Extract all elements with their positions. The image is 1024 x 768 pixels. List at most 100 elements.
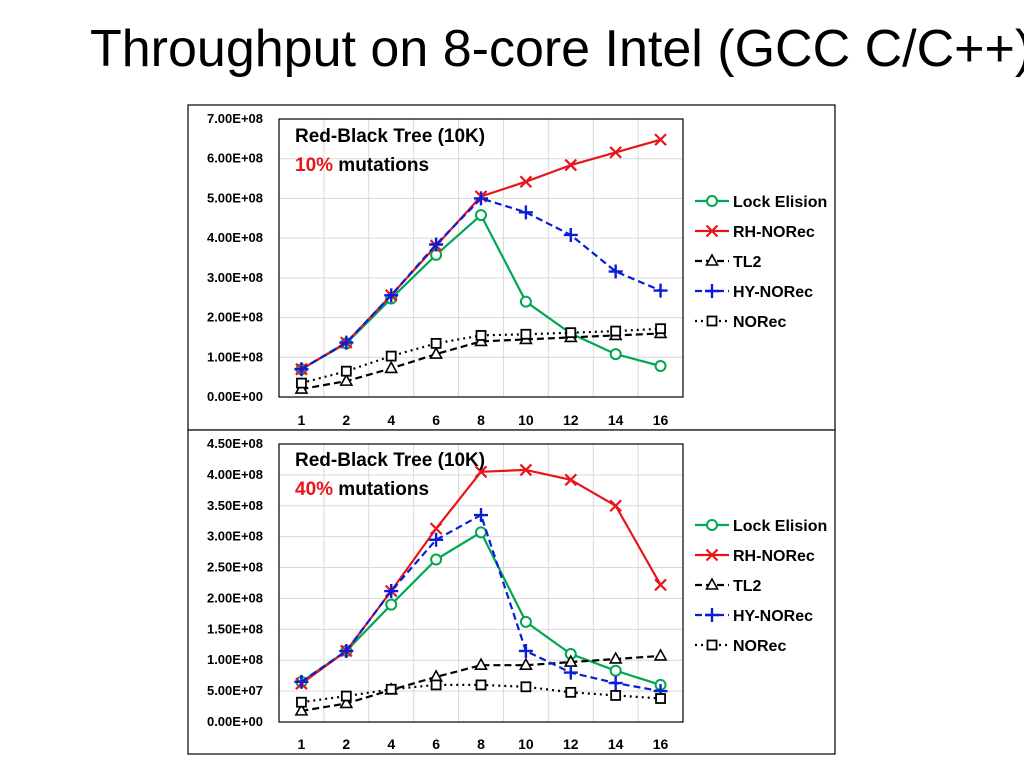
- legend-label: HY-NORec: [733, 284, 813, 301]
- data-point: [339, 335, 354, 350]
- legend-item: RH-NORec: [695, 224, 815, 241]
- x-tick-label: 10: [518, 736, 534, 752]
- data-point: [475, 679, 487, 691]
- legend-label: NORec: [733, 638, 786, 655]
- chart-subtitle: 10% mutations: [295, 155, 429, 176]
- legend-marker: [705, 608, 719, 622]
- data-point: [385, 683, 397, 695]
- legend-item: RH-NORec: [695, 548, 815, 565]
- x-tick-label: 1: [298, 736, 306, 752]
- data-point: [519, 657, 533, 670]
- x-tick-label: 16: [653, 412, 669, 428]
- legend-marker: [705, 224, 719, 238]
- data-point: [384, 360, 399, 374]
- data-point: [610, 325, 622, 337]
- series-line: [300, 197, 662, 371]
- data-point: [518, 205, 533, 220]
- data-point: [384, 288, 399, 303]
- x-tick-label: 12: [563, 412, 579, 428]
- y-tick-label: 1.00E+08: [207, 652, 263, 667]
- y-tick-label: 1.50E+08: [207, 621, 263, 636]
- y-tick-label: 2.50E+08: [207, 560, 263, 575]
- x-tick-label: 16: [653, 736, 669, 752]
- y-tick-label: 0.00E+00: [207, 714, 263, 729]
- x-tick-label: 14: [608, 736, 624, 752]
- series-norec: [296, 679, 666, 708]
- data-point: [475, 209, 487, 222]
- legend-label: TL2: [733, 254, 762, 271]
- y-tick-label: 5.00E+07: [207, 683, 263, 698]
- data-point: [519, 175, 533, 189]
- y-tick-label: 6.00E+08: [207, 151, 263, 166]
- data-point: [384, 584, 399, 599]
- legend-item: HY-NORec: [695, 608, 813, 625]
- legend-item: NORec: [695, 638, 786, 655]
- legend-label: RH-NORec: [733, 224, 815, 241]
- data-point: [655, 693, 666, 704]
- legend-item: TL2: [695, 577, 762, 595]
- data-point: [608, 676, 623, 691]
- chart-title: Red-Black Tree (10K): [295, 450, 485, 471]
- data-point: [518, 643, 533, 658]
- data-point: [474, 465, 488, 479]
- data-point: [339, 373, 354, 386]
- data-point: [608, 651, 623, 664]
- data-point: [475, 330, 487, 341]
- legend-item: HY-NORec: [695, 284, 813, 301]
- data-point: [519, 463, 533, 477]
- series-hy-norec: [294, 508, 668, 699]
- data-point: [296, 377, 307, 389]
- y-tick-label: 2.00E+08: [207, 310, 263, 325]
- x-tick-label: 2: [342, 412, 350, 428]
- data-point: [430, 553, 443, 566]
- data-point: [610, 690, 622, 701]
- data-point: [385, 350, 397, 362]
- data-point: [654, 133, 667, 146]
- legend-label: NORec: [733, 314, 786, 331]
- data-point: [294, 703, 309, 716]
- data-point: [564, 473, 578, 487]
- x-tick-label: 6: [432, 412, 440, 428]
- data-point: [609, 664, 622, 677]
- data-point: [519, 295, 532, 308]
- data-point: [520, 328, 532, 340]
- chart-subtitle: 40% mutations: [295, 479, 429, 500]
- subtitle-text: mutations: [333, 479, 429, 500]
- legend-marker: [705, 253, 719, 266]
- series-line: [301, 654, 661, 712]
- legend-label: RH-NORec: [733, 548, 815, 565]
- series-norec: [296, 323, 666, 389]
- data-point: [474, 191, 488, 206]
- data-point: [430, 337, 442, 349]
- series-hy-norec: [294, 191, 668, 377]
- y-tick-label: 3.50E+08: [207, 498, 263, 513]
- data-point: [429, 532, 444, 547]
- legend-marker: [705, 577, 719, 590]
- data-point: [520, 681, 532, 693]
- data-point: [608, 264, 623, 279]
- data-point: [653, 648, 668, 661]
- legend-marker: [706, 519, 718, 531]
- data-point: [609, 146, 622, 159]
- legend-item: Lock Elision: [695, 518, 827, 535]
- plot-area: [278, 118, 684, 398]
- legend-item: TL2: [695, 253, 762, 271]
- legend-marker: [706, 315, 718, 327]
- data-point: [296, 696, 307, 708]
- y-tick-label: 2.00E+08: [207, 590, 263, 605]
- legend-label: Lock Elision: [733, 518, 827, 535]
- slide-title: Throughput on 8-core Intel (GCC C/C++): [90, 20, 1024, 78]
- data-point: [429, 346, 443, 359]
- data-point: [294, 362, 309, 377]
- y-tick-label: 4.00E+08: [207, 230, 263, 245]
- chart-title: Red-Black Tree (10K): [295, 126, 485, 147]
- subtitle-percent: 10%: [295, 155, 333, 176]
- data-point: [339, 643, 354, 658]
- subtitle-percent: 40%: [295, 479, 333, 500]
- x-tick-label: 8: [477, 412, 485, 428]
- x-tick-label: 2: [342, 736, 350, 752]
- data-point: [655, 323, 666, 335]
- x-tick-label: 10: [518, 412, 534, 428]
- x-tick-label: 6: [432, 736, 440, 752]
